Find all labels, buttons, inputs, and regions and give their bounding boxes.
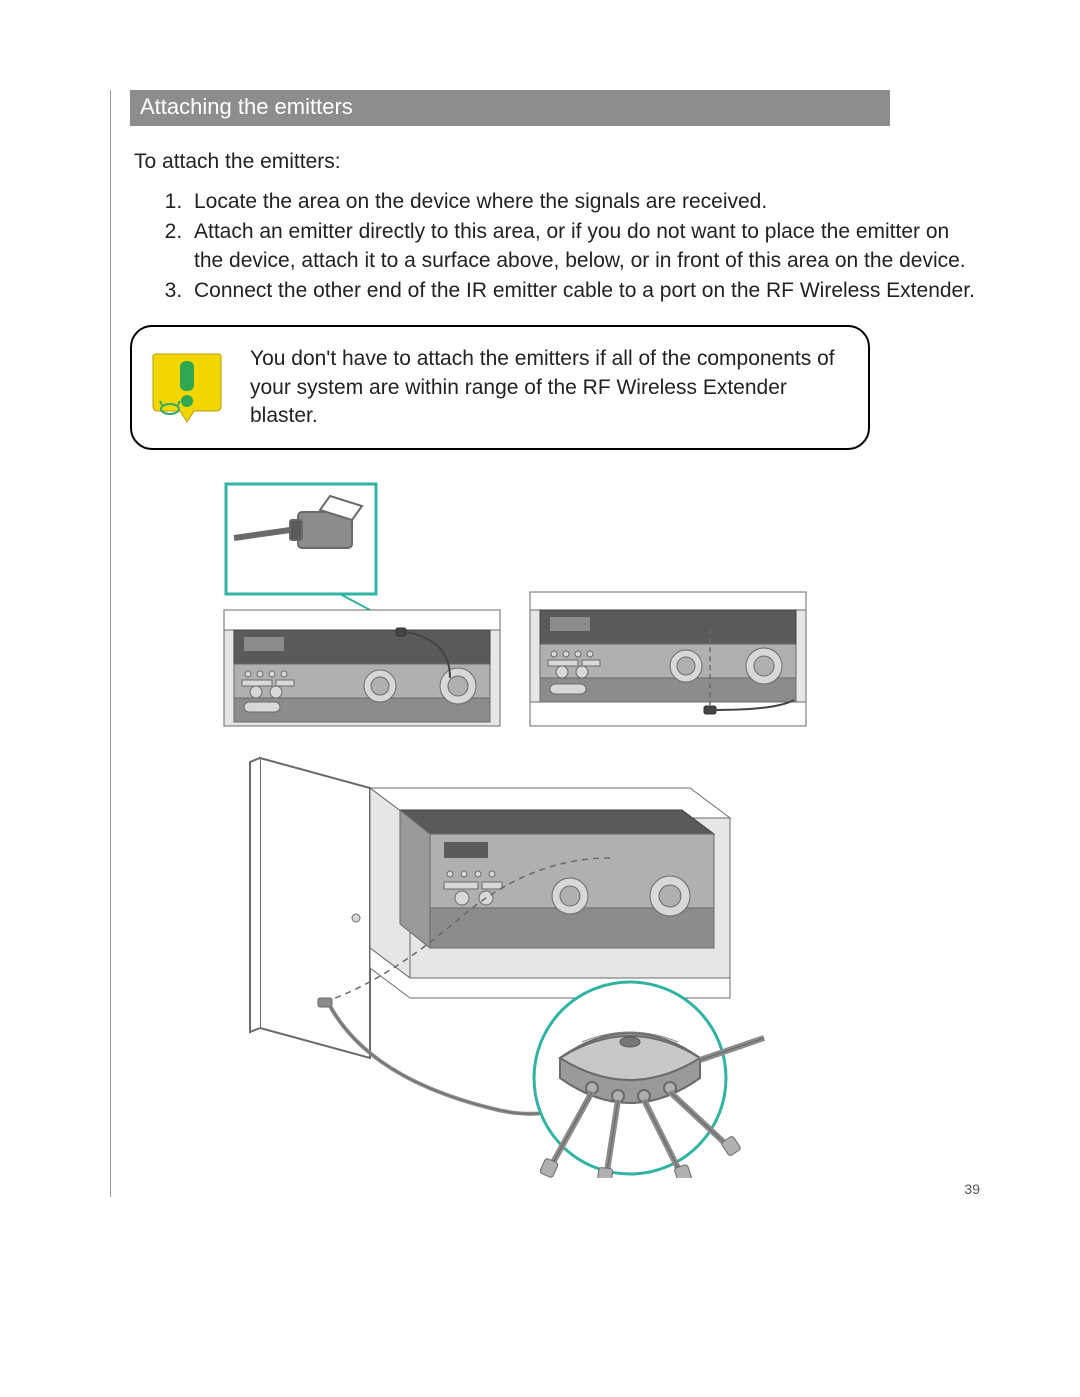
figure-emitter-on-shelf xyxy=(526,590,810,730)
exclamation-icon xyxy=(150,351,224,425)
step-item: Connect the other end of the IR emitter … xyxy=(188,277,982,305)
page-content: Attaching the emitters To attach the emi… xyxy=(130,90,982,1178)
figure-emitter-on-device xyxy=(220,480,504,730)
step-item: Locate the area on the device where the … xyxy=(188,188,982,216)
note-callout: You don't have to attach the emitters if… xyxy=(130,325,870,450)
figure-emitter-to-extender xyxy=(230,748,770,1178)
step-item: Attach an emitter directly to this area,… xyxy=(188,218,982,275)
steps-list: Locate the area on the device where the … xyxy=(160,188,982,305)
intro-text: To attach the emitters: xyxy=(134,150,982,174)
note-text: You don't have to attach the emitters if… xyxy=(250,345,846,430)
left-margin-rule xyxy=(110,90,111,1197)
page-number: 39 xyxy=(964,1181,980,1197)
section-title-bar: Attaching the emitters xyxy=(130,90,890,126)
figures-block xyxy=(220,480,982,1178)
manual-page: Attaching the emitters To attach the emi… xyxy=(0,0,1080,1397)
figure-row-top xyxy=(220,480,982,730)
